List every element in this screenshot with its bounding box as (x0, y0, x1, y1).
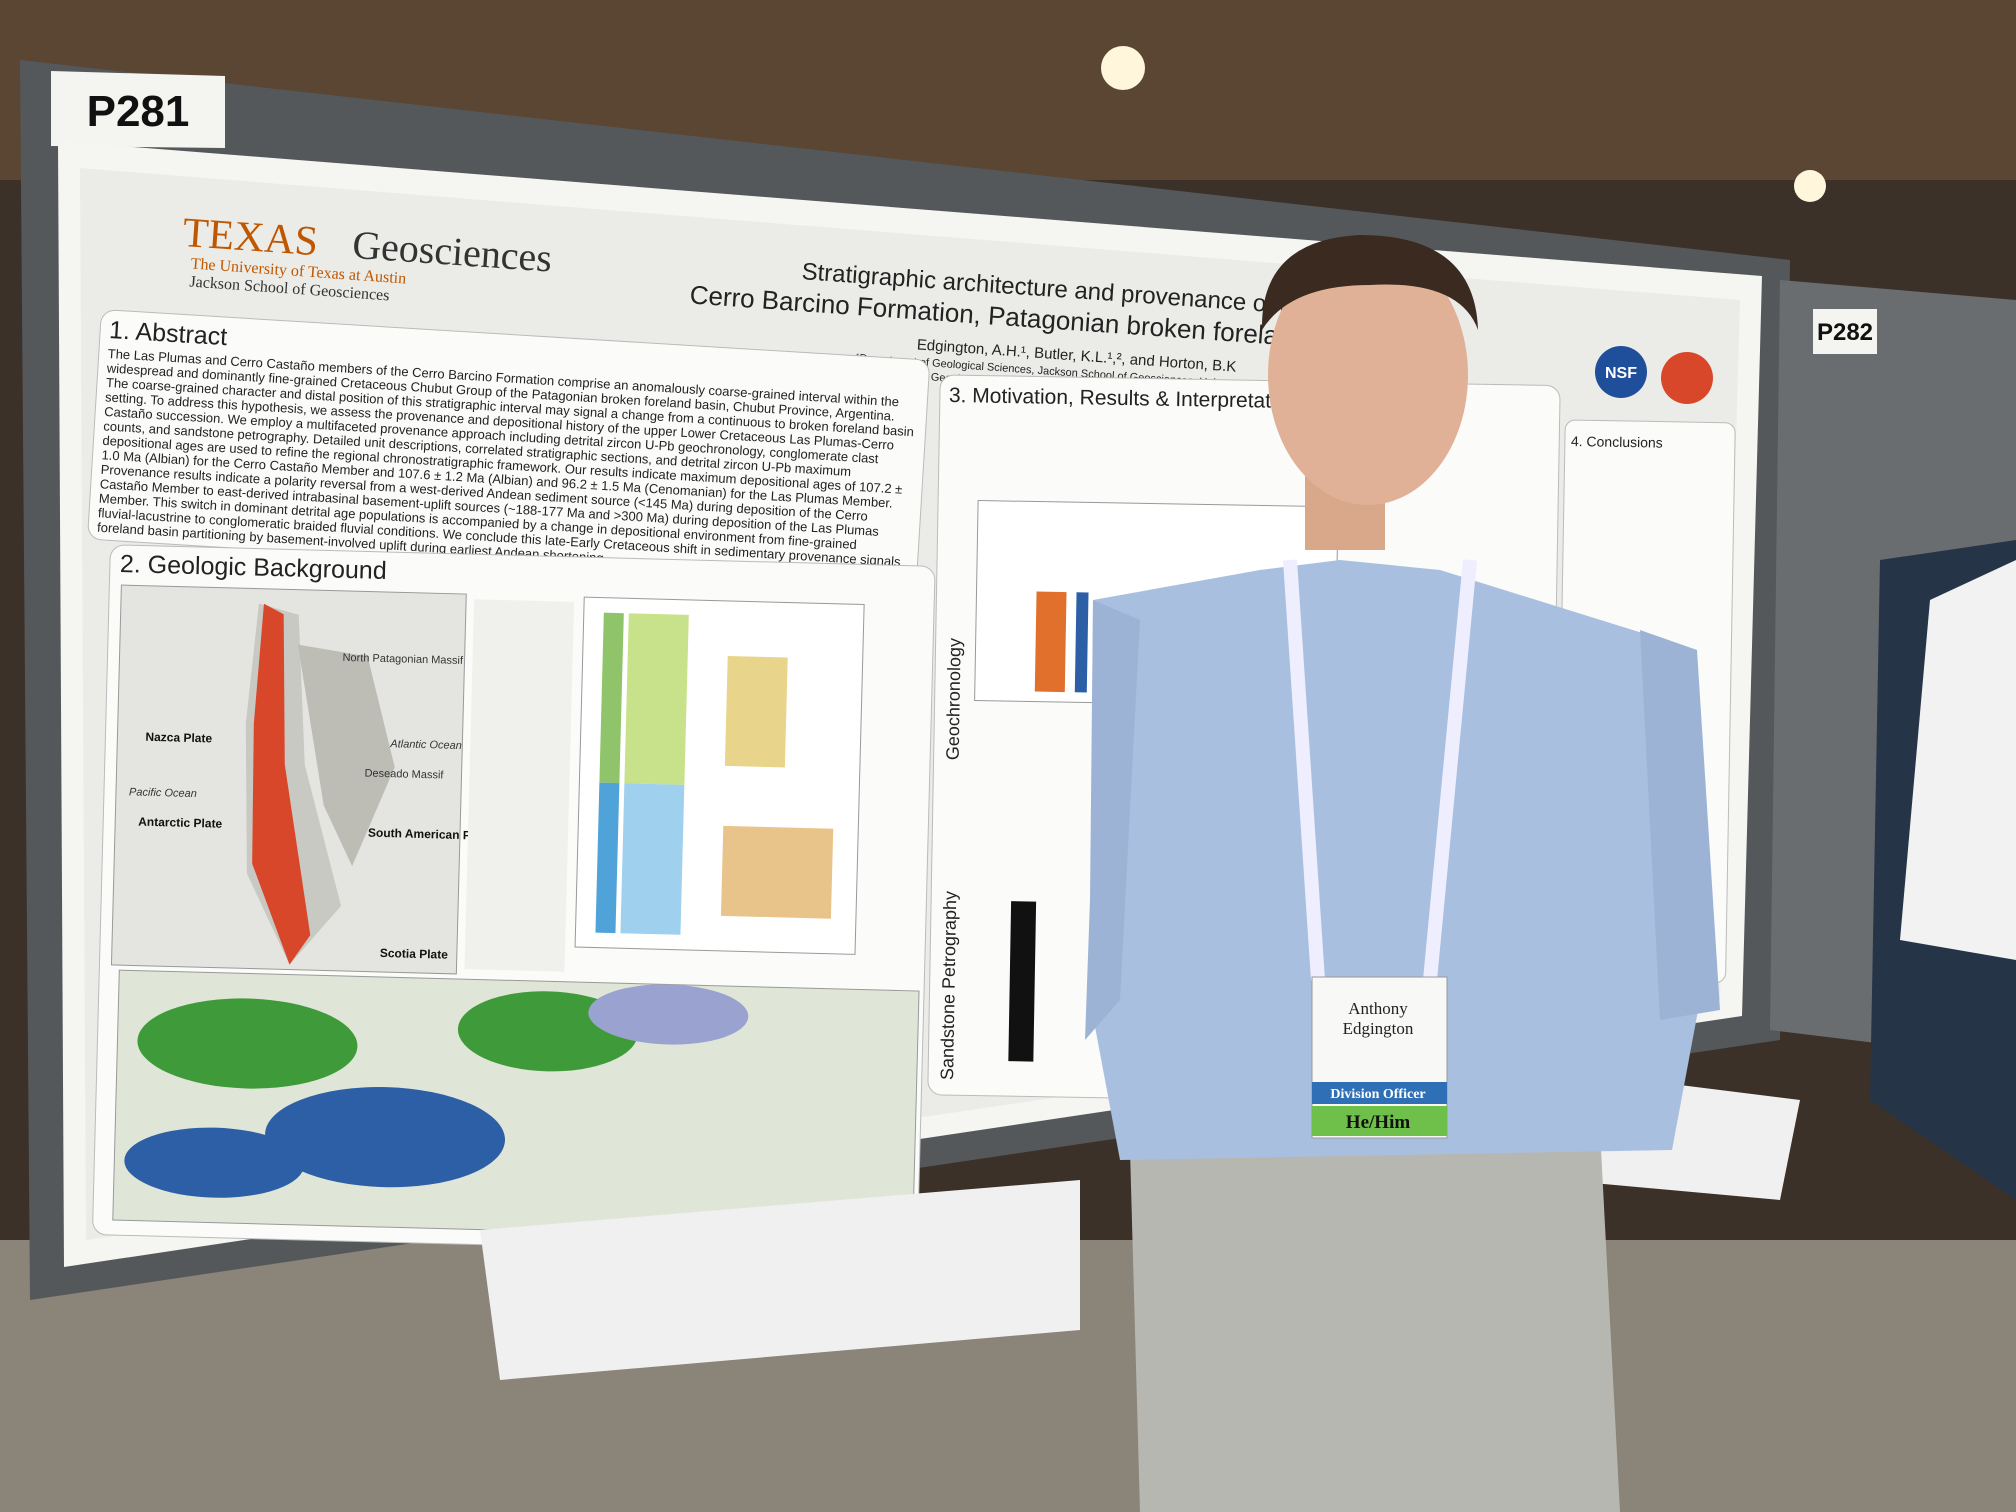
strat-period (599, 612, 624, 784)
badge-name: Anthony (1348, 999, 1408, 1018)
strat-stage (624, 613, 689, 785)
table-cloth (480, 1180, 1080, 1380)
map-label: Atlantic Ocean (389, 738, 462, 752)
section-heading: 4. Conclusions (1571, 433, 1663, 451)
booth-label: P282 (1817, 319, 1873, 346)
map-unit (137, 998, 358, 1089)
plot-bar (1074, 592, 1089, 693)
shirt (1090, 560, 1700, 1160)
side-label: Sandstone Petrography (937, 891, 960, 1080)
nsf-logo-text: NSF (1605, 365, 1637, 382)
strat-period (595, 782, 620, 934)
plot-bar (1008, 901, 1037, 1062)
strat-unit (724, 655, 788, 768)
hair (1261, 235, 1478, 330)
badge-name: Edgington (1343, 1019, 1414, 1038)
booth-label: P281 (87, 87, 190, 136)
strat-stage (620, 783, 685, 935)
map-label: North Patagonian Massif (342, 652, 464, 667)
ceiling-light (1101, 46, 1145, 90)
badge-role-band (1312, 1082, 1447, 1104)
map-unit (265, 1087, 506, 1188)
bystander (1900, 560, 2016, 960)
booth-label-card (51, 71, 225, 148)
background-section: 2. Geologic Background Nazca Plate Antar… (92, 544, 936, 1257)
logo (1661, 352, 1713, 404)
booth-label-card (1813, 309, 1877, 354)
map-label: Nazca Plate (145, 730, 212, 746)
pants (1130, 1130, 1620, 1512)
map-unit (124, 1127, 305, 1198)
map-label: Antarctic Plate (138, 815, 223, 831)
logo-wordmark: TEXAS (181, 210, 319, 265)
badge-pronoun-band (1312, 1106, 1447, 1136)
nsf-logo (1595, 346, 1647, 398)
badge-pronouns: He/Him (1346, 1112, 1411, 1133)
plot-bar (1034, 591, 1067, 693)
abstract-text: The Las Plumas and Cerro Castaño members… (97, 346, 915, 569)
shirt-sleeve (1085, 600, 1140, 1040)
badge-role: Division Officer (1330, 1087, 1425, 1102)
abstract-section: 1. Abstract The Las Plumas and Cerro Cas… (87, 309, 930, 590)
map-label: Pacific Ocean (129, 786, 197, 800)
person: Anthony Edgington Division Officer He/Hi… (1085, 235, 1720, 1512)
map-foreland (297, 644, 395, 867)
lanyard (1283, 559, 1325, 981)
map-label: Scotia Plate (380, 946, 449, 962)
ceiling-light (1794, 170, 1826, 202)
figure-caption (464, 599, 575, 972)
shirt-sleeve (1640, 630, 1720, 1020)
side-label: Geochronology (943, 638, 965, 760)
lanyard (1423, 559, 1477, 981)
map-label: Deseado Massif (364, 767, 444, 781)
map-unit (588, 984, 749, 1045)
face (1268, 245, 1468, 505)
map-batholith (252, 603, 311, 965)
strat-unit (720, 825, 834, 919)
map-label: South American Plate (368, 826, 492, 843)
section-heading: 2. Geologic Background (120, 550, 387, 585)
